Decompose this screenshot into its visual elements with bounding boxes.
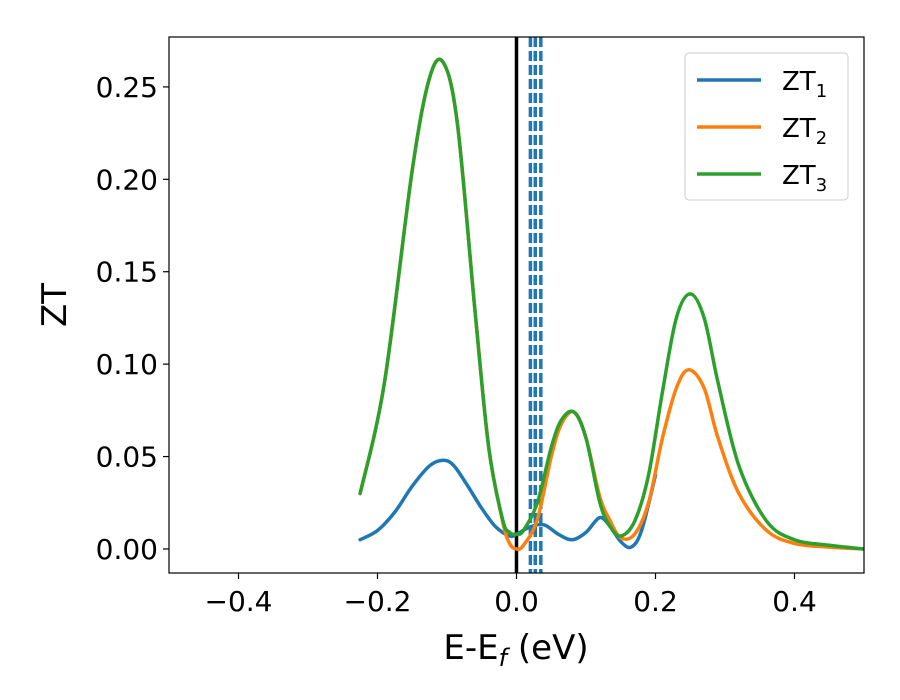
legend-box [684, 52, 849, 201]
y-tick-label: 0.10 [96, 348, 158, 381]
x-axis-label: E-Ef (eV) [443, 628, 588, 672]
series-line-zt1 [358, 458, 658, 550]
y-tick-label: 0.20 [96, 163, 158, 196]
legend-label-zt3: ZT3 [782, 161, 827, 196]
plot-area [358, 37, 864, 573]
axes: −0.4 −0.2 0.0 0.2 0.4 0.00 0.05 0.10 0.15 0.20 0.2… [96, 36, 865, 618]
x-tick-label: −0.4 [205, 585, 273, 618]
x-tick-label: 0.4 [772, 585, 817, 618]
y-tick-label: 0.15 [96, 256, 158, 289]
y-axis-label: ZT [35, 283, 75, 327]
y-tick-label: 0.05 [96, 441, 158, 474]
series-line-zt3 [358, 57, 864, 551]
y-tick-label: 0.25 [96, 71, 158, 104]
x-tick-label: 0.2 [633, 585, 678, 618]
x-tick-label: 0.0 [494, 585, 539, 618]
y-tick-label: 0.00 [96, 533, 158, 566]
x-tick-label: −0.2 [344, 585, 412, 618]
legend-label-zt2: ZT2 [782, 114, 827, 149]
legend-label-zt1: ZT1 [782, 67, 827, 102]
legend: ZT1 ZT2 ZT3 [684, 52, 849, 201]
